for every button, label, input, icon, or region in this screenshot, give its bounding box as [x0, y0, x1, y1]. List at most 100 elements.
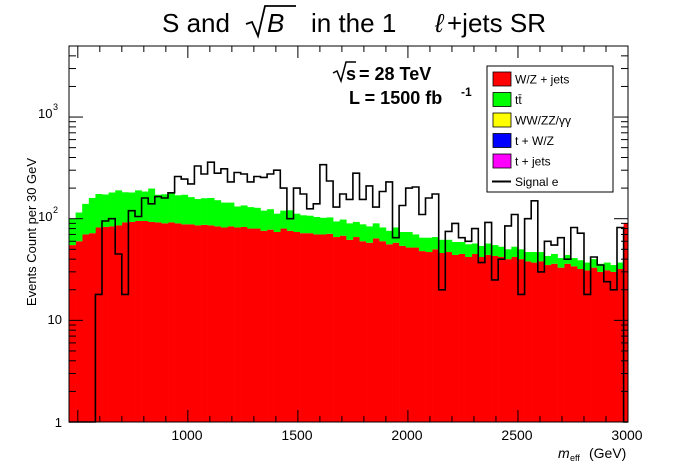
wz-jets-bar — [623, 223, 629, 422]
wz-jets-bar — [491, 255, 499, 422]
ttbar-bar — [352, 221, 360, 238]
signal-line — [69, 161, 628, 423]
wz-jets-bar — [121, 222, 129, 422]
ttbar-bar — [432, 237, 440, 250]
ttbar-bar — [610, 265, 618, 272]
wz-jets-bar — [267, 229, 274, 422]
y-tick-label-10: 10 — [48, 312, 62, 327]
wz-jets-bar — [201, 224, 208, 422]
ttbar-bar — [128, 192, 136, 222]
ttbar-bar — [227, 202, 235, 227]
legend-swatch — [492, 112, 512, 128]
wz-jets-bar — [451, 254, 459, 422]
wz-jets-bar — [537, 261, 545, 422]
legend: W/Z + jets tt̄ WW/ZZ/γγ t + W/Z t + jets Sign… — [486, 65, 614, 193]
ttbar-bar — [260, 210, 268, 231]
wz-jets-bar — [597, 271, 605, 422]
ttbar-bar — [141, 191, 149, 221]
ttbar-bar — [201, 198, 208, 225]
ttbar-bar — [458, 241, 466, 254]
wz-jets-bar — [366, 242, 374, 422]
ttbar-bar — [234, 206, 241, 228]
wz-jets-bar — [207, 225, 215, 422]
wz-jets-bar — [260, 230, 268, 422]
wz-jets-bar — [194, 225, 202, 422]
lumi-exponent: -1 — [461, 85, 472, 99]
wz-jets-bar — [471, 253, 479, 422]
wz-jets-bar — [346, 239, 354, 422]
wz-jets-bar — [273, 231, 281, 422]
wz-jets-bar — [293, 231, 301, 422]
title-sqrt-symbol — [245, 5, 296, 39]
wz-jets-bar — [564, 263, 572, 422]
x-axis-label-unit: (GeV) — [589, 445, 626, 461]
ttbar-bar — [359, 224, 367, 242]
ttbar-bar — [399, 231, 407, 246]
wz-jets-bar — [458, 253, 466, 422]
wz-jets-bar — [438, 252, 446, 422]
wz-jets-bar — [174, 223, 182, 422]
ttbar-bar — [511, 246, 519, 257]
ttbar-bar — [161, 194, 169, 224]
ttbar-bar — [392, 227, 400, 243]
energy-annotation: s = 28 TeV — [332, 61, 431, 84]
ttbar-bar — [590, 259, 598, 268]
wz-jets-bar — [544, 265, 552, 422]
ttbar-bar — [267, 209, 274, 230]
wz-jets-bar — [69, 245, 76, 422]
x-axis-label: m eff (GeV) — [558, 445, 626, 463]
ttbar-bar — [214, 200, 222, 227]
ttbar-bars — [69, 188, 624, 272]
wz-jets-bar — [88, 233, 96, 422]
wz-jets-bar — [319, 234, 327, 422]
ttbar-bar — [339, 219, 347, 236]
ttbar-bar — [313, 216, 321, 235]
chart-title: S and B in the 1 ℓ +jets SR — [162, 5, 546, 39]
wz-jets-bar — [590, 267, 598, 422]
legend-swatch — [492, 153, 512, 169]
ttbar-bar — [550, 253, 558, 264]
ttbar-bar — [82, 203, 90, 235]
ttbar-bar — [95, 193, 103, 228]
ttbar-bar — [115, 190, 123, 226]
ttbar-bar — [524, 252, 532, 262]
ttbar-bar — [187, 197, 195, 225]
ttbar-bar — [451, 241, 459, 255]
legend-label: t + jets — [515, 155, 551, 169]
wz-jets-bar — [531, 262, 539, 422]
ttbar-bar — [438, 239, 446, 253]
wz-jets-bar — [234, 227, 241, 422]
wz-jets-bar — [115, 225, 123, 422]
x-axis-label-sub: eff — [570, 453, 580, 463]
wz-jets-bar — [359, 241, 367, 422]
wz-jets-bar — [313, 234, 321, 422]
ttbar-bar — [194, 199, 202, 226]
ttbar-bar — [108, 192, 116, 227]
ttbar-bar — [333, 221, 340, 238]
wz-jets-bar — [405, 247, 413, 422]
wz-jets-bar — [418, 251, 426, 422]
ttbar-bar — [425, 237, 433, 253]
wz-jets-bar — [102, 226, 109, 422]
wz-jets-bar — [412, 247, 420, 422]
x-tick-label-1000: 1000 — [171, 427, 202, 443]
ttbar-bar — [405, 231, 413, 248]
wz-jets-bar — [82, 234, 90, 422]
ttbar-bar — [88, 197, 96, 234]
y-tick-label-1000-exp: 3 — [53, 102, 58, 112]
y-tick-labels: 1 10 10 2 10 3 — [38, 102, 62, 430]
wz-jets-bar — [603, 270, 611, 422]
wz-jets-bar — [333, 237, 340, 422]
ttbar-bar — [418, 237, 426, 252]
ttbar-bar — [346, 223, 354, 240]
ttbar-bar — [498, 246, 506, 257]
title-suffix: +jets SR — [447, 8, 546, 38]
ttbar-bar — [135, 190, 142, 221]
wz-jets-bar — [128, 221, 136, 422]
ttbar-bar — [181, 194, 189, 225]
x-tick-label-1500: 1500 — [281, 427, 312, 443]
wz-jets-bar — [286, 230, 294, 422]
ttbar-bar — [207, 197, 215, 226]
ttbar-bar — [385, 230, 393, 245]
title-prefix: S and — [162, 8, 230, 38]
